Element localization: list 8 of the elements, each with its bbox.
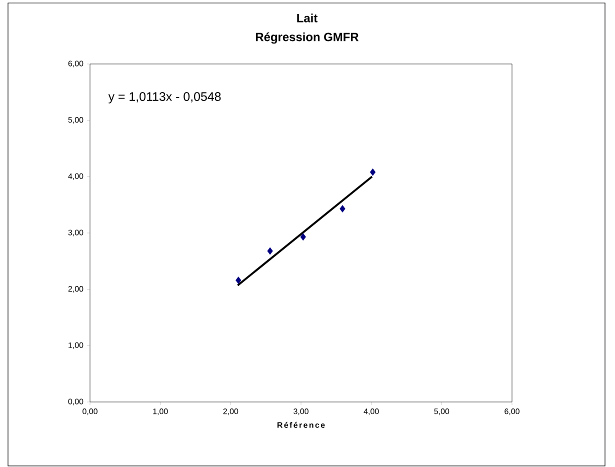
annotation: y = 1,0113x - 0,0548 bbox=[108, 92, 221, 104]
chart-title: Lait bbox=[297, 14, 318, 22]
point bbox=[300, 233, 306, 241]
point bbox=[340, 205, 346, 212]
chart-subtitle: Régression GMFR bbox=[256, 32, 359, 44]
point bbox=[236, 276, 242, 284]
point bbox=[267, 247, 273, 255]
point bbox=[370, 168, 376, 176]
